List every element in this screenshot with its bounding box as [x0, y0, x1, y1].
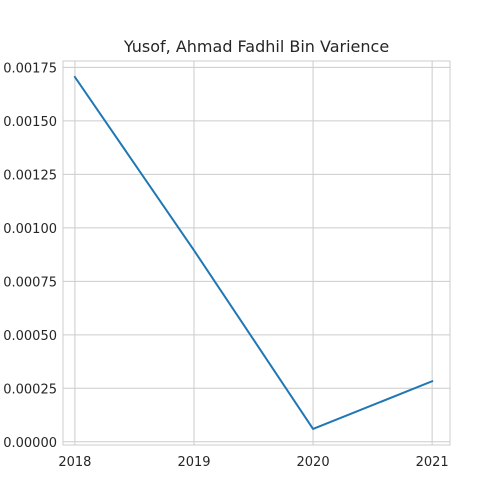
y-tick-label: 0.00125 — [3, 168, 57, 183]
x-axis-ticks: 2018 2019 2020 2021 — [58, 455, 448, 470]
y-axis-ticks: 0.00000 0.00025 0.00050 0.00075 0.00100 0.001… — [3, 61, 57, 450]
series-line — [73, 75, 434, 430]
x-tick-label: 2021 — [416, 455, 449, 470]
grid-layer — [63, 61, 450, 445]
y-tick-label: 0.00075 — [3, 275, 57, 290]
y-tick-label: 0.00025 — [3, 382, 57, 397]
y-tick-label: 0.00150 — [3, 115, 57, 130]
chart-title: Yusof, Ahmad Fadhil Bin Varience — [123, 37, 389, 56]
y-tick-label: 0.00000 — [3, 436, 57, 451]
series-layer — [73, 75, 434, 430]
plot-frame — [62, 60, 451, 446]
x-tick-label: 2019 — [177, 455, 210, 470]
y-tick-label: 0.00175 — [3, 61, 57, 76]
x-tick-label: 2020 — [297, 455, 330, 470]
y-tick-label: 0.00100 — [3, 222, 57, 237]
x-tick-label: 2018 — [58, 455, 91, 470]
y-tick-label: 0.00050 — [3, 329, 57, 344]
